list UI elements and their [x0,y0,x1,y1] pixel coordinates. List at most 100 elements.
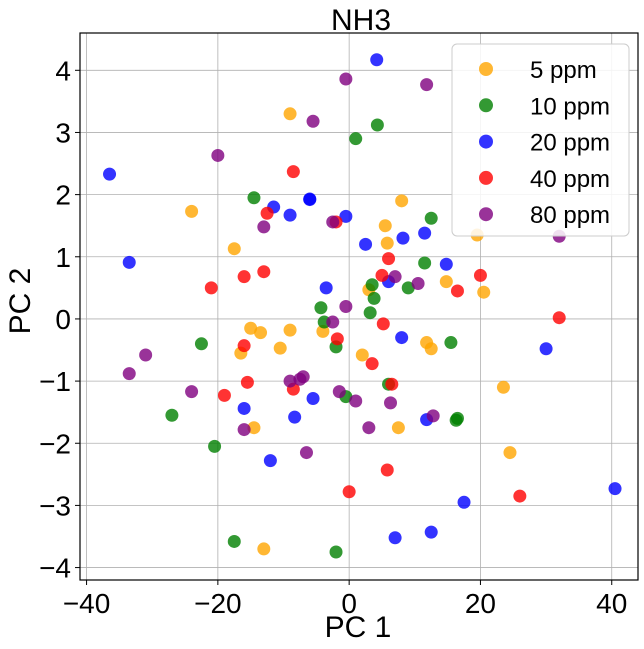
data-point [103,167,117,181]
data-point [244,321,258,335]
data-point [326,315,340,329]
series-group [122,72,566,460]
data-point [330,332,344,346]
axis-ticks: −40 −20 0 20 40 −4 −3 −2 −1 0 1 2 3 4 [39,55,627,619]
data-point [367,291,381,305]
legend-marker [479,134,493,149]
x-tick-label: −40 [63,588,111,619]
data-point [306,391,320,405]
chart-title: NH3 [331,4,391,37]
data-point [370,118,384,132]
data-point [211,148,225,162]
legend: 5 ppm 10 ppm 20 ppm 40 ppm 80 ppm [451,43,630,237]
data-point [395,194,409,208]
y-tick-label: 0 [55,304,71,335]
data-point [217,388,231,402]
data-point [122,255,136,269]
data-point [283,323,297,337]
data-point [385,377,399,391]
data-point [257,265,271,279]
data-point [339,209,353,223]
data-point [552,311,566,325]
plot-frame [79,32,639,581]
data-point [384,396,398,410]
data-points [103,53,622,559]
data-point [263,454,277,468]
data-point [503,446,517,460]
data-point [380,236,394,250]
data-point [257,220,271,234]
data-point [513,489,527,503]
data-point [477,285,491,299]
data-point [382,252,396,266]
data-point [608,482,622,496]
data-point [473,268,487,282]
legend-box [451,43,630,237]
data-point [359,237,373,251]
y-tick-label: 4 [55,55,71,86]
data-point [339,72,353,86]
data-point [496,380,510,394]
data-point [288,410,302,424]
y-tick-label: −1 [39,366,71,397]
data-point [286,165,300,179]
data-point [237,270,251,284]
data-point [283,208,297,222]
data-point [139,348,153,362]
data-point [306,114,320,128]
series-group [204,165,566,503]
data-point [450,284,464,298]
data-point [388,270,402,284]
data-point [376,317,390,331]
x-tick-label: 20 [465,588,496,619]
data-point [375,268,389,282]
series-group [165,118,464,559]
data-point [363,306,377,320]
x-axis-label: PC 1 [325,611,392,644]
data-point [418,256,432,270]
y-tick-label: −3 [39,490,71,521]
data-point [396,231,410,245]
data-point [329,545,343,559]
data-point [349,132,363,146]
data-point [411,277,425,291]
data-point [539,342,553,356]
data-point [362,421,376,435]
data-point [365,278,379,292]
data-point [378,219,392,233]
data-point [257,542,271,556]
data-point [424,211,438,225]
legend-label: 5 ppm [530,57,597,84]
data-point [283,107,297,121]
data-point [401,281,415,295]
legend-marker [479,62,493,76]
data-point [355,348,369,362]
x-tick-label: 0 [341,588,357,619]
data-point [424,342,438,356]
data-point [227,242,241,256]
y-tick-label: 3 [55,117,71,148]
data-point [185,385,199,399]
data-point [426,409,440,423]
data-point [293,372,307,386]
data-point [349,394,363,408]
x-tick-label: 40 [596,588,627,619]
data-point [439,257,453,271]
data-point [444,336,458,350]
series-group [103,53,622,545]
data-point [237,401,251,415]
legend-marker [479,98,493,113]
data-point [237,339,251,353]
data-point [326,215,340,229]
data-point [449,413,463,427]
data-point [247,421,261,435]
data-point [122,367,136,381]
data-point [342,485,356,499]
legend-marker [479,170,493,185]
data-point [240,375,254,389]
data-point [227,534,241,548]
data-point [339,300,353,313]
legend-label: 10 ppm [530,93,610,120]
data-point [204,281,218,295]
